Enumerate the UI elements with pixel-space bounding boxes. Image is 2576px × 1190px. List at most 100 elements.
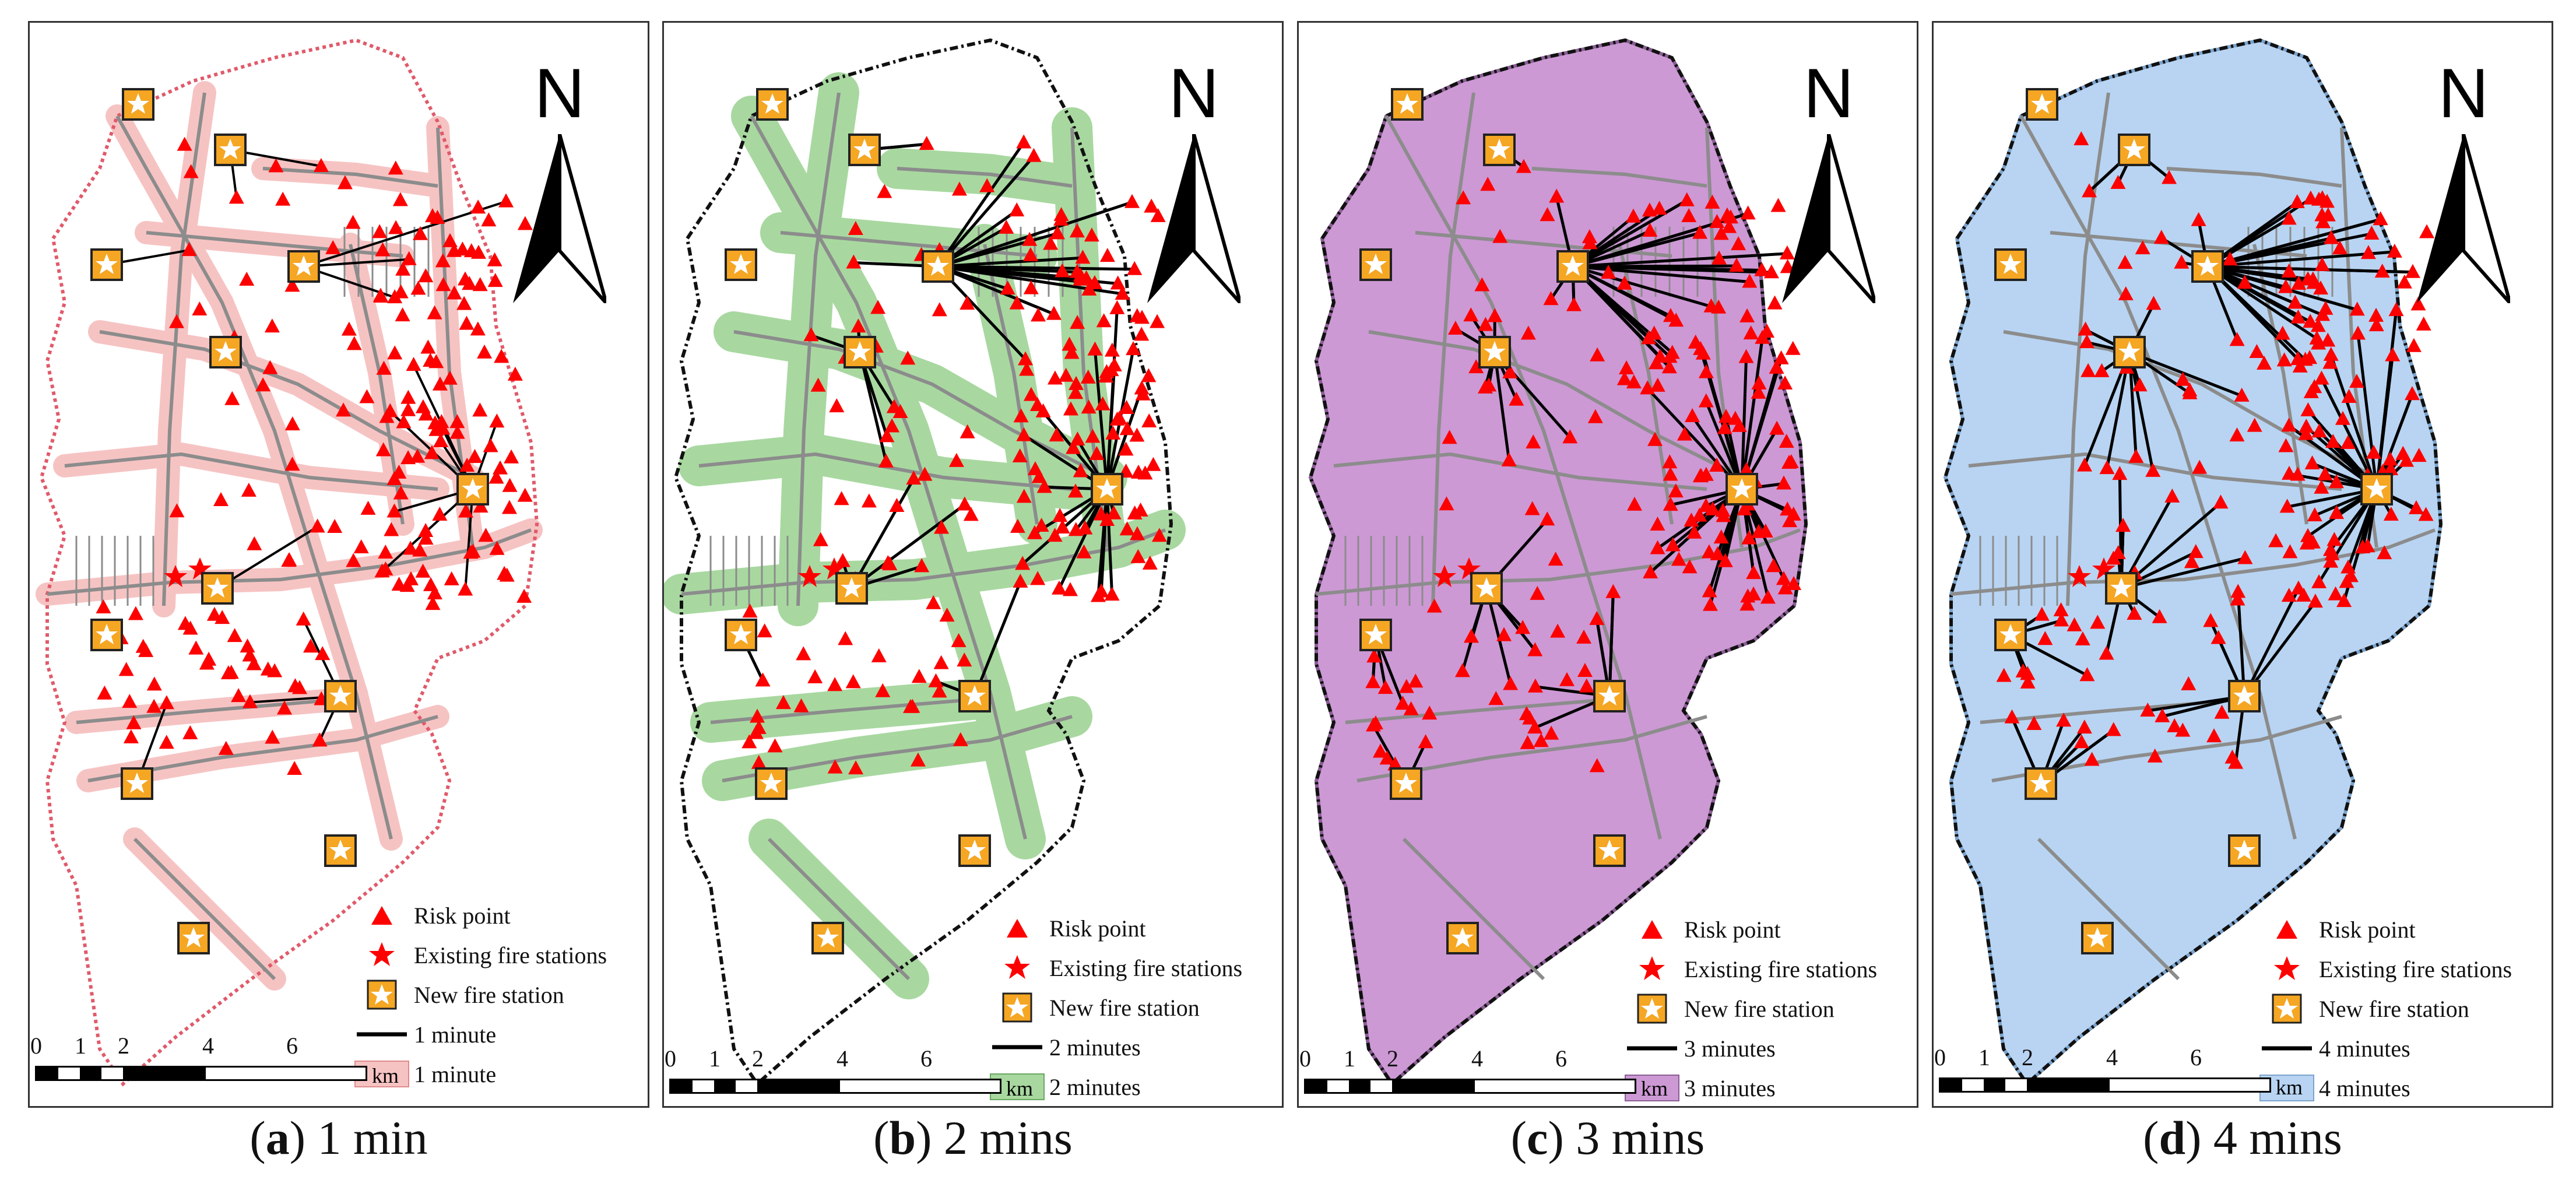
risk-point: [1052, 508, 1068, 522]
new-station-star-icon: [760, 773, 782, 793]
risk-point: [260, 661, 276, 676]
caption-text: ) 3 mins: [1548, 1111, 1705, 1164]
route-line: [2207, 265, 2324, 317]
risk-point: [346, 336, 362, 350]
new-station-icon: [2272, 994, 2302, 1024]
risk-point: [1616, 275, 1632, 290]
existing-station-star-icon: [188, 557, 212, 580]
risk-point: [1009, 295, 1025, 310]
risk-point: [2278, 279, 2294, 293]
road: [2037, 837, 2180, 981]
existing-station-star-icon: [1433, 565, 1456, 587]
risk-point: [900, 350, 916, 365]
map-panel-d: [1932, 21, 2553, 1108]
risk-point: [2074, 131, 2089, 146]
existing-station: [188, 557, 212, 580]
risk-point: [388, 220, 404, 234]
risk-point: [403, 571, 419, 585]
new-station: [1359, 248, 1392, 281]
risk-point: [1063, 401, 1078, 416]
risk-point: [1081, 399, 1097, 414]
north-arrow-icon: [1782, 134, 1875, 303]
risk-point: [1728, 258, 1744, 272]
risk-point: [2320, 332, 2336, 347]
north-arrow-icon: [2417, 134, 2510, 303]
legend-label: New fire station: [1684, 995, 1835, 1022]
risk-point: [1520, 325, 1536, 340]
caption-text: ) 4 mins: [2185, 1111, 2342, 1164]
risk-point: [2281, 588, 2297, 602]
risk-point: [835, 553, 851, 567]
risk-point: [2340, 434, 2356, 449]
risk-point: [1016, 489, 1032, 503]
risk-point: [2004, 709, 2020, 724]
legend-line: 4 minutes: [2255, 1028, 2558, 1068]
route-line: [2375, 355, 2394, 490]
risk-point: [2164, 488, 2180, 503]
risk-point: [265, 729, 280, 744]
risk-point: [1395, 696, 1411, 710]
risk-point: [2181, 676, 2197, 690]
risk-point: [1562, 429, 1578, 444]
risk-point: [2354, 539, 2370, 554]
risk-point: [1418, 734, 1433, 749]
risk-point: [1786, 575, 1802, 590]
risk-point: [1527, 642, 1543, 657]
risk-point: [262, 360, 278, 374]
risk-point: [1066, 440, 1081, 454]
risk-point: [1112, 410, 1127, 424]
risk-point: [337, 175, 353, 189]
route-line: [2128, 352, 2155, 472]
new-station-star-icon: [293, 255, 315, 276]
north-letter: N: [2438, 54, 2489, 132]
risk-point: [2153, 230, 2169, 244]
risk-point: [455, 241, 470, 256]
risk-point: [1124, 194, 1140, 208]
risk-point: [1068, 483, 1084, 498]
risk-point: [1129, 308, 1145, 322]
scale-bar-graphic: [1304, 1079, 1636, 1094]
risk-point: [2132, 377, 2148, 392]
risk-point: [2026, 716, 2042, 731]
risk-point: [1783, 454, 1799, 468]
risk-point: [2191, 212, 2206, 226]
scale-tick: 1: [75, 1033, 86, 1059]
existing-station-star-icon: [1457, 557, 1481, 580]
risk-point: [201, 651, 217, 666]
new-station: [1556, 250, 1589, 283]
legend-label: Existing fire stations: [1049, 954, 1243, 981]
risk-point: [1731, 236, 1746, 251]
existing-station-star-icon: [2068, 565, 2091, 587]
risk-point: [1746, 565, 1762, 580]
new-station-star-icon: [841, 577, 863, 598]
risk-point: [1023, 387, 1039, 401]
north-arrow-c: N: [1770, 58, 1887, 303]
route-line: [1057, 488, 1109, 589]
risk-point: [462, 276, 477, 290]
district-boundary: [1943, 38, 2443, 1087]
risk-point: [892, 403, 908, 418]
risk-point: [1456, 190, 1471, 205]
risk-point: [456, 296, 472, 310]
new-station-star-icon: [964, 685, 986, 705]
new-station: [1725, 473, 1758, 506]
route-line: [2356, 334, 2378, 490]
risk-point: [2054, 612, 2069, 627]
new-station-star-icon: [1365, 254, 1387, 274]
risk-point: [2291, 275, 2307, 290]
risk-point: [1027, 525, 1042, 539]
risk-point: [1099, 364, 1115, 378]
risk-point: [1692, 507, 1707, 522]
risk-point: [458, 581, 473, 596]
risk-point: [241, 482, 256, 497]
risk-point: [1515, 620, 1531, 634]
risk-point: [1576, 629, 1592, 644]
risk-point: [517, 487, 533, 502]
risk-point: [427, 585, 442, 599]
route-line: [937, 155, 1035, 268]
risk-point: [118, 662, 134, 676]
risk-point: [372, 224, 388, 238]
risk-point: [1549, 188, 1565, 203]
risk-point: [242, 694, 258, 708]
risk-point: [2147, 748, 2163, 763]
